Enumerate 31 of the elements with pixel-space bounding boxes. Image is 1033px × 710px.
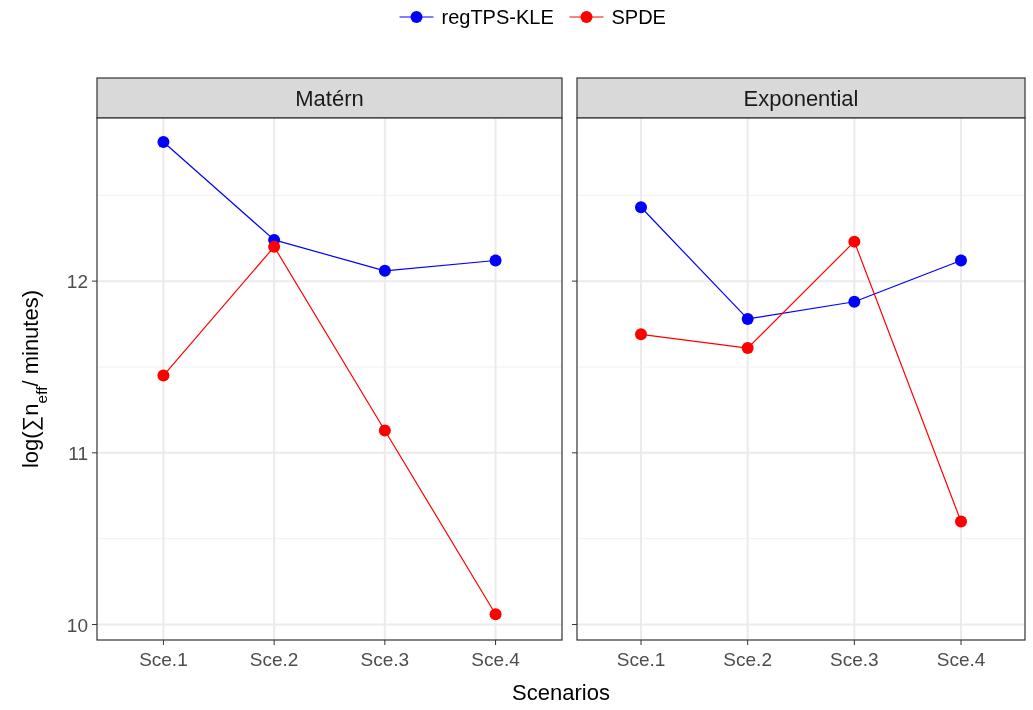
x-tick-label: Sce.1 [616, 649, 666, 670]
point [848, 295, 861, 308]
x-axis-title: Scenarios [512, 680, 610, 705]
x-tick-label: Sce.2 [249, 649, 299, 670]
y-tick-label: 10 [66, 614, 88, 636]
chart-title: Exponential [743, 86, 859, 111]
point [489, 608, 502, 621]
point [848, 235, 861, 248]
point [635, 328, 647, 341]
x-tick-label: Sce.4 [936, 649, 986, 670]
x-tick-label: Sce.3 [360, 649, 410, 670]
legend-label: regTPS-KLE [441, 6, 554, 28]
point [635, 201, 647, 214]
point [268, 240, 281, 253]
point [955, 254, 967, 267]
point [955, 515, 967, 528]
point [378, 264, 391, 277]
legend-label: SPDE [611, 6, 666, 28]
point [378, 424, 391, 437]
x-tick-label: Sce.3 [830, 649, 879, 670]
point [157, 136, 170, 149]
point [741, 312, 754, 325]
x-tick-label: Sce.2 [723, 649, 772, 670]
point [741, 342, 754, 355]
point [157, 369, 170, 382]
x-tick-label: Sce.1 [139, 649, 188, 670]
y-tick-label: 11 [68, 442, 88, 464]
chart-title: Matérn [295, 86, 364, 111]
x-tick-label: Sce.4 [471, 649, 521, 670]
y-tick-label: 12 [66, 271, 88, 293]
point [489, 254, 502, 267]
